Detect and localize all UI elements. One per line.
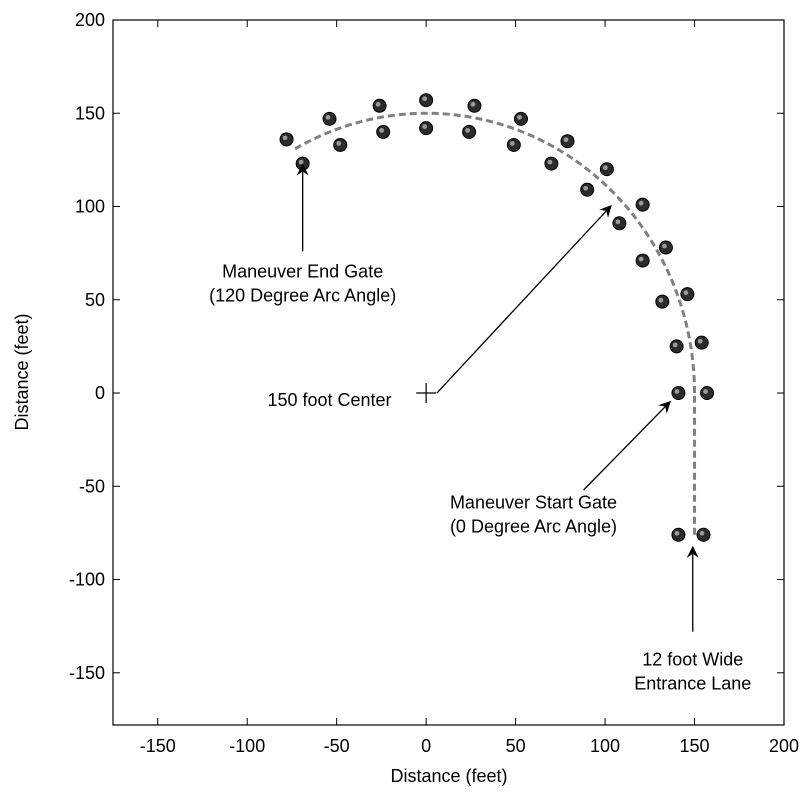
annotation-arrow — [583, 400, 671, 491]
y-axis-label: Distance (feet) — [12, 313, 32, 430]
annotation: Maneuver End Gate (120 Degree Arc Angle) — [209, 163, 396, 305]
annotation-text: 12 foot Wide — [642, 649, 743, 669]
y-tick-label: 100 — [75, 197, 105, 217]
cone-marker — [696, 527, 711, 542]
cone-marker — [544, 156, 559, 171]
x-tick-label: 150 — [680, 736, 710, 756]
cone-marker — [635, 197, 650, 212]
cone-marker — [655, 294, 670, 309]
cone-marker — [671, 527, 686, 542]
y-tick-label: -100 — [69, 570, 105, 590]
annotation: 150 foot Center — [267, 205, 612, 410]
annotation-text: 150 foot Center — [267, 390, 391, 410]
cone-marker — [513, 111, 528, 126]
y-tick-label: 50 — [85, 290, 105, 310]
arc-path-line — [291, 111, 697, 394]
cone-marker — [599, 162, 614, 177]
cone-marker — [694, 335, 709, 350]
annotation: Maneuver Start Gate (0 Degree Arc Angle) — [450, 400, 671, 537]
y-tick-label: 0 — [95, 383, 105, 403]
x-tick-label: 100 — [590, 736, 620, 756]
cone-marker — [580, 182, 595, 197]
cone-marker — [658, 240, 673, 255]
cone-marker — [419, 93, 434, 108]
y-tick-label: 150 — [75, 103, 105, 123]
cone-marker — [462, 124, 477, 139]
annotation-text: Maneuver Start Gate — [450, 493, 617, 513]
x-axis-label: Distance (feet) — [390, 766, 507, 786]
cone-marker — [560, 134, 575, 149]
center-marker — [416, 383, 437, 404]
plot-area — [112, 19, 785, 726]
tick-group: -150 -100 -50 0 50 100 150 200 -150 -100 -50 0 50 100… — [69, 10, 799, 756]
cone-marker — [669, 339, 684, 354]
annotation-text: (0 Degree Arc Angle) — [450, 517, 617, 537]
cone-marker — [635, 253, 650, 268]
cone-marker — [372, 98, 387, 113]
x-tick-label: 50 — [506, 736, 526, 756]
cone-marker — [279, 132, 294, 147]
cone-marker — [700, 386, 715, 401]
cone-group — [279, 93, 715, 542]
annotation-text: Entrance Lane — [634, 673, 751, 693]
cone-marker — [680, 287, 695, 302]
x-tick-label: 0 — [421, 736, 431, 756]
annotation-group: Maneuver End Gate (120 Degree Arc Angle) 1… — [209, 163, 751, 693]
cone-marker — [322, 111, 337, 126]
annotation-arrow — [436, 205, 612, 394]
cone-marker — [376, 124, 391, 139]
annotation-text: Maneuver End Gate — [222, 261, 383, 281]
annotation-text: (120 Degree Arc Angle) — [209, 285, 396, 305]
cone-marker — [671, 386, 686, 401]
y-tick-label: -150 — [69, 663, 105, 683]
x-tick-label: 200 — [769, 736, 799, 756]
center-layer — [416, 383, 437, 404]
y-tick-label: 200 — [75, 10, 105, 30]
x-tick-label: -150 — [140, 736, 176, 756]
cone-marker — [612, 216, 627, 231]
x-tick-label: -100 — [229, 736, 265, 756]
y-tick-label: -50 — [79, 476, 105, 496]
path-layer — [291, 111, 697, 535]
annotation: 12 foot Wide Entrance Lane — [634, 545, 751, 693]
cone-marker — [467, 98, 482, 113]
x-tick-label: -50 — [324, 736, 350, 756]
cone-marker — [333, 137, 348, 152]
cone-marker — [506, 137, 521, 152]
cone-marker — [419, 121, 434, 136]
